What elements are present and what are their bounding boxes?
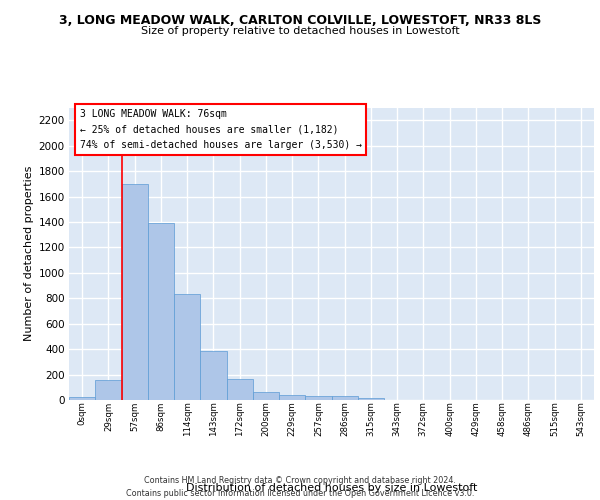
Bar	[95, 380, 121, 400]
Bar	[279, 395, 305, 400]
Text: Contains HM Land Registry data © Crown copyright and database right 2024.
Contai: Contains HM Land Registry data © Crown c…	[126, 476, 474, 498]
Bar	[148, 223, 174, 400]
Bar	[200, 351, 227, 400]
X-axis label: Distribution of detached houses by size in Lowestoft: Distribution of detached houses by size …	[186, 484, 477, 494]
Bar	[227, 379, 253, 400]
Text: 3, LONG MEADOW WALK, CARLTON COLVILLE, LOWESTOFT, NR33 8LS: 3, LONG MEADOW WALK, CARLTON COLVILLE, L…	[59, 14, 541, 27]
Text: Size of property relative to detached houses in Lowestoft: Size of property relative to detached ho…	[140, 26, 460, 36]
Bar	[358, 398, 384, 400]
Text: 3 LONG MEADOW WALK: 76sqm
← 25% of detached houses are smaller (1,182)
74% of se: 3 LONG MEADOW WALK: 76sqm ← 25% of detac…	[79, 109, 361, 150]
Bar	[174, 294, 200, 400]
Y-axis label: Number of detached properties: Number of detached properties	[25, 166, 34, 342]
Bar	[331, 396, 358, 400]
Bar	[69, 398, 95, 400]
Bar	[253, 392, 279, 400]
Bar	[121, 184, 148, 400]
Bar	[305, 396, 331, 400]
